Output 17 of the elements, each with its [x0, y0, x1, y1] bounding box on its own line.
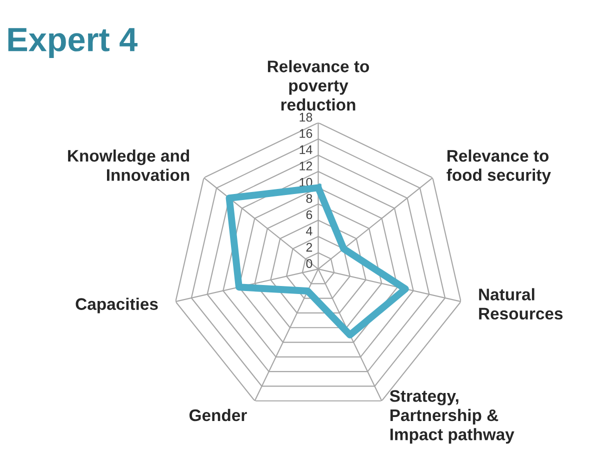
spoke-label: Relevance to food security: [446, 150, 551, 184]
spoke-label: Strategy, Partnership & Impact pathway: [390, 390, 514, 444]
spoke-label: Natural Resources: [479, 288, 563, 320]
spoke-label: Capacities: [76, 298, 158, 314]
spoke-label: Knowledge and Innovation: [68, 149, 190, 181]
chart-title: Expert 4: [8, 28, 138, 58]
y-tick-label: 14: [300, 145, 312, 154]
y-tick-label: 12: [300, 162, 312, 170]
spoke-label: Relevance to poverty reduction: [268, 60, 370, 111]
y-tick-label: 4: [306, 226, 312, 236]
y-tick-label: 18: [300, 112, 312, 122]
y-tick-label: 16: [300, 129, 312, 138]
y-tick-label: 6: [306, 210, 312, 220]
y-tick-label: 2: [306, 242, 312, 252]
y-tick-label: 8: [306, 194, 312, 203]
spoke-label: Gender: [189, 408, 247, 422]
y-tick-label: 0: [306, 259, 312, 268]
